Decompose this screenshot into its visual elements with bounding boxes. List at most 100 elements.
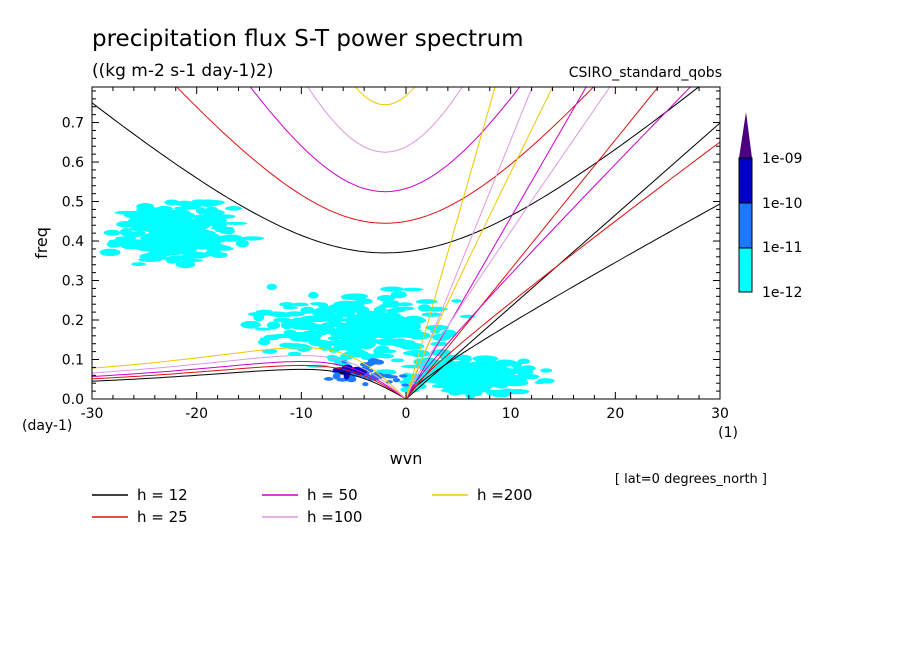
power-blob-0-207 [290,337,312,342]
power-blob-0-189 [363,315,379,321]
colorbar-label-1e-11: 1e-11 [762,240,802,256]
kelvin-line-h100 [405,87,533,399]
power-blob-0-148 [378,353,395,359]
power-blob-3-12 [381,374,393,378]
chart-title: precipitation flux S-T power spectrum [92,26,524,52]
power-blob-3-11 [332,373,341,380]
x-tick-label: 0 [402,406,411,422]
power-blob-1-148 [225,206,243,211]
power-blob-0-125 [416,299,438,305]
power-blob-1-229 [165,255,182,263]
power-blob-0-59 [266,321,281,330]
power-blob-2-212 [517,372,535,379]
power-blob-1-226 [164,199,180,206]
y-tick-label: 0.5 [62,195,84,211]
power-blob-1-199 [215,246,234,251]
igw-curve-h200 [354,87,416,106]
power-blob-1-3 [103,229,121,236]
power-blob-0-174 [273,317,292,323]
mrg-curve-h200 [405,87,554,399]
power-blob-1-178 [213,214,236,219]
power-blob-1-216 [152,238,167,246]
power-blob-0-146 [390,291,407,299]
power-blob-2-157 [519,368,531,374]
power-blob-1-205 [173,215,189,221]
power-blob-3-8 [373,359,385,365]
power-blob-0-126 [396,302,413,307]
power-blob-0-154 [266,283,278,291]
y-tick-label: 0.3 [62,274,84,290]
power-blob-0-225 [380,286,404,292]
model-name: CSIRO_standard_qobs [569,65,722,81]
power-blob-1-220 [194,215,208,224]
colorbar-level-1 [738,247,753,293]
power-blob-0-192 [291,302,309,307]
power-blob-0-199 [391,306,406,313]
dispersion-curves [92,87,720,399]
y-unit-label: (day-1) [22,418,72,434]
x-tick-label: -10 [290,406,313,422]
colorbar-top-triangle [739,112,752,158]
power-blob-0-204 [240,320,261,329]
power-blob-0-134 [451,299,462,303]
power-blob-2-222 [485,389,511,397]
power-blob-0-196 [348,328,361,336]
x-tick-label: 30 [711,406,729,422]
power-blob-1-187 [202,209,224,214]
legend-label-h50: h = 50 [307,486,358,504]
power-blob-0-156 [254,327,272,331]
power-blob-0-188 [425,324,449,331]
power-blob-0-130 [417,304,432,312]
power-blob-0-217 [398,328,422,333]
power-blob-1-213 [145,210,163,218]
power-blob-1-111 [223,221,248,225]
colorbar-label-1e-10: 1e-10 [762,196,802,212]
power-blob-1-219 [208,220,226,227]
power-blob-0-107 [334,312,345,320]
power-blob-2-215 [473,371,485,380]
y-tick-label: 0.0 [62,392,84,408]
power-blob-2-200 [437,366,462,372]
power-blob-1-221 [146,232,173,239]
colorbar-label-1e-12: 1e-12 [762,285,802,301]
power-blob-0-74 [401,287,424,292]
x-tick-label: -30 [81,406,104,422]
mrg-curve-h100 [405,87,611,399]
power-blob-0-211 [255,309,274,315]
power-blob-1-214 [173,206,194,210]
axis-tick-labels: -30 -20 -10 0 10 20 30 0.0 0.1 0.2 0.3 0.4 0.5 0.6 0.7 [62,116,729,422]
legend-label-h200: h =200 [477,486,532,504]
power-blob-2-206 [390,358,404,363]
power-blob-1-209 [177,255,195,261]
power-blob-2-191 [459,356,472,363]
legend-label-h100: h =100 [307,508,362,526]
power-blob-0-128 [331,339,345,348]
latitude-note: [ lat=0 degrees_north ] [615,472,767,487]
igw-curve-h100 [307,87,463,153]
power-blob-2-224 [449,377,474,382]
power-blob-0-218 [343,350,370,358]
power-blob-3-22 [401,383,410,387]
power-blob-0-166 [282,305,298,310]
power-blob-1-227 [219,228,236,235]
power-blob-0-223 [346,303,365,311]
power-blob-2-229 [453,390,473,395]
power-blob-0-206 [286,319,301,324]
power-blob-2-219 [483,376,506,385]
power-blob-2-216 [447,379,474,388]
power-blob-1-191 [235,239,249,248]
power-blob-1-198 [135,245,161,252]
power-blob-1-206 [152,223,173,230]
power-blob-1-228 [188,233,212,242]
x-unit-label: (1) [718,425,738,441]
power-blob-1-223 [161,248,184,256]
power-blob-0-213 [318,302,329,308]
power-blob-0-172 [378,312,401,318]
power-blob-0-121 [341,310,355,318]
power-blob-1-186 [240,236,265,241]
power-blob-0-95 [300,306,315,314]
y-tick-label: 0.2 [62,313,84,329]
kelvin-line-h200 [405,87,496,399]
y-tick-label: 0.4 [62,234,84,250]
power-blob-0-224 [403,315,425,323]
